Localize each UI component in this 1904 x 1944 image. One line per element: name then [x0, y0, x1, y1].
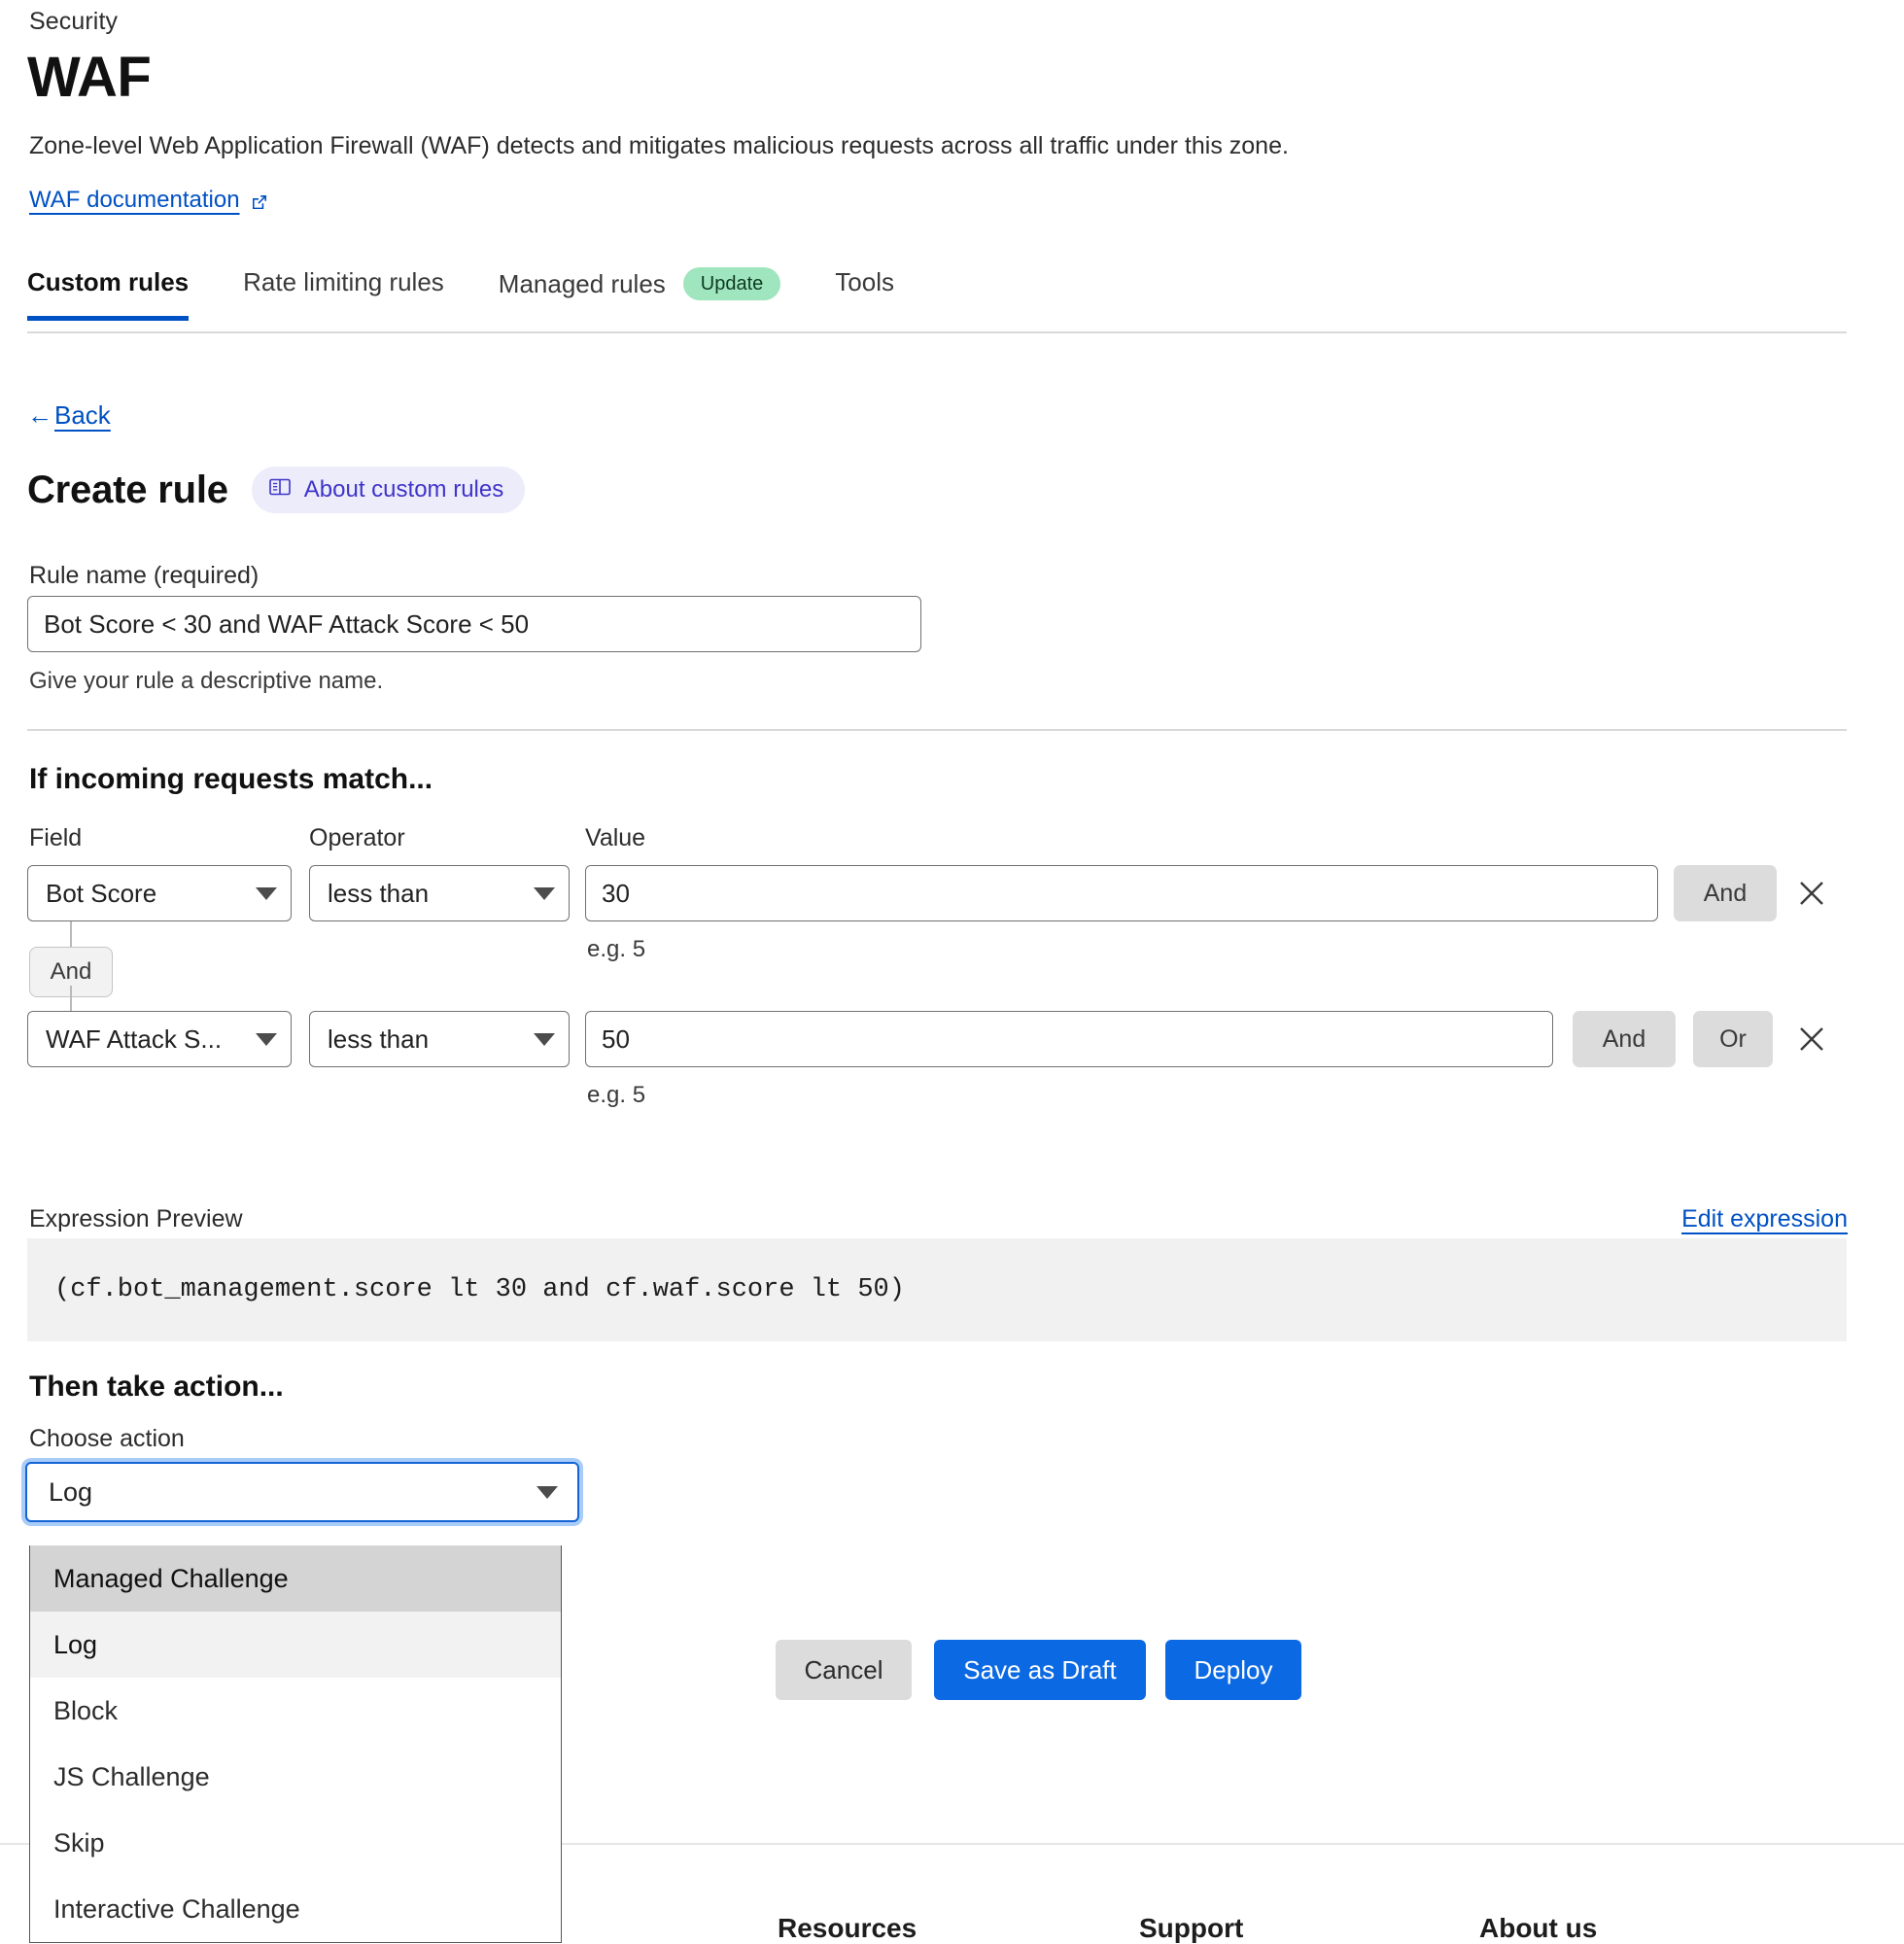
- action-section-title: Then take action...: [29, 1371, 284, 1403]
- chevron-down-icon: [256, 1032, 277, 1046]
- save-as-draft-button[interactable]: Save as Draft: [934, 1640, 1146, 1700]
- choose-action-select[interactable]: Log: [25, 1462, 579, 1522]
- condition-connector-bottom: [70, 986, 72, 1011]
- row-1-remove-button[interactable]: [1790, 872, 1833, 915]
- choose-action-value: Log: [49, 1476, 93, 1507]
- breadcrumb: Security: [29, 8, 119, 35]
- chevron-down-icon: [534, 1032, 555, 1046]
- row-1-and-button[interactable]: And: [1674, 865, 1777, 921]
- tab-rate-limiting-rules-label: Rate limiting rules: [243, 267, 444, 296]
- column-header-field: Field: [29, 824, 83, 851]
- rule-name-input[interactable]: [27, 596, 921, 652]
- row-2-value-input[interactable]: [585, 1011, 1553, 1067]
- tab-custom-rules-label: Custom rules: [27, 267, 190, 296]
- external-link-icon: [250, 191, 269, 211]
- action-option-log[interactable]: Log: [30, 1612, 561, 1678]
- row-2-field-value: WAF Attack S...: [46, 1024, 223, 1054]
- page-description: Zone-level Web Application Firewall (WAF…: [29, 132, 1289, 159]
- close-icon: [1800, 1027, 1823, 1051]
- back-link-label: Back: [54, 400, 111, 430]
- condition-connector-top: [70, 921, 72, 947]
- cancel-button[interactable]: Cancel: [776, 1640, 912, 1700]
- row-1-field-value: Bot Score: [46, 878, 157, 908]
- row-2-operator-select[interactable]: less than: [309, 1011, 570, 1067]
- about-custom-rules-label: About custom rules: [303, 476, 504, 503]
- page-title: WAF: [27, 46, 152, 109]
- action-option-interactive-challenge[interactable]: Interactive Challenge: [53, 1893, 300, 1924]
- footer-column-resources[interactable]: Resources: [778, 1913, 917, 1943]
- edit-expression-link[interactable]: Edit expression: [1681, 1205, 1848, 1232]
- column-header-value: Value: [585, 824, 646, 851]
- chevron-down-icon: [534, 886, 555, 900]
- row-2-or-button[interactable]: Or: [1693, 1011, 1773, 1067]
- match-section-title: If incoming requests match...: [29, 763, 433, 795]
- footer-column-about-us[interactable]: About us: [1479, 1913, 1598, 1943]
- action-option-skip[interactable]: Skip: [53, 1827, 105, 1857]
- row-1-field-select[interactable]: Bot Score: [27, 865, 292, 921]
- row-2-and-button[interactable]: And: [1573, 1011, 1676, 1067]
- managed-rules-update-badge: Update: [682, 267, 781, 300]
- row-1-operator-value: less than: [328, 878, 430, 908]
- expression-preview-label: Expression Preview: [29, 1205, 243, 1232]
- tab-tools[interactable]: Tools: [808, 267, 921, 319]
- row-2-field-select[interactable]: WAF Attack S...: [27, 1011, 292, 1067]
- row-1-value-input[interactable]: [585, 865, 1658, 921]
- action-option-managed-challenge[interactable]: Managed Challenge: [30, 1545, 561, 1612]
- expression-preview-text: (cf.bot_management.score lt 30 and cf.wa…: [27, 1238, 1847, 1341]
- book-icon: [268, 476, 291, 503]
- waf-documentation-label: WAF documentation: [29, 187, 240, 213]
- row-1-value-help: e.g. 5: [587, 936, 646, 962]
- create-rule-header: Create rule About custom rules: [27, 467, 526, 513]
- close-icon: [1800, 882, 1823, 905]
- tab-managed-rules[interactable]: Managed rules Update: [471, 267, 809, 322]
- tab-tools-label: Tools: [835, 267, 894, 296]
- create-rule-title: Create rule: [27, 468, 228, 511]
- row-2-remove-button[interactable]: [1790, 1018, 1833, 1060]
- waf-documentation-link[interactable]: WAF documentation: [29, 187, 269, 214]
- back-link[interactable]: ← Back: [27, 400, 111, 431]
- footer-column-support[interactable]: Support: [1139, 1913, 1244, 1943]
- action-option-js-challenge[interactable]: JS Challenge: [53, 1761, 210, 1791]
- rule-name-help: Give your rule a descriptive name.: [29, 668, 384, 694]
- deploy-button[interactable]: Deploy: [1165, 1640, 1301, 1700]
- row-1-operator-select[interactable]: less than: [309, 865, 570, 921]
- action-option-block[interactable]: Block: [53, 1695, 119, 1725]
- choose-action-dropdown: Managed Challenge Log Block JS Challenge…: [29, 1545, 562, 1943]
- row-2-value-help: e.g. 5: [587, 1082, 646, 1108]
- waf-tabs: Custom rules Rate limiting rules Managed…: [27, 267, 1847, 333]
- rule-name-label: Rule name (required): [29, 562, 260, 589]
- chevron-down-icon: [256, 886, 277, 900]
- tab-managed-rules-label: Managed rules: [498, 268, 666, 298]
- chevron-down-icon: [537, 1485, 558, 1499]
- arrow-left-icon: ←: [27, 400, 52, 430]
- tab-rate-limiting-rules[interactable]: Rate limiting rules: [216, 267, 471, 319]
- row-2-operator-value: less than: [328, 1024, 430, 1054]
- section-divider: [27, 729, 1847, 731]
- column-header-operator: Operator: [309, 824, 405, 851]
- footer-divider: [0, 1843, 1904, 1845]
- tab-custom-rules[interactable]: Custom rules: [27, 267, 216, 321]
- about-custom-rules-chip[interactable]: About custom rules: [251, 467, 526, 513]
- choose-action-label: Choose action: [29, 1425, 185, 1452]
